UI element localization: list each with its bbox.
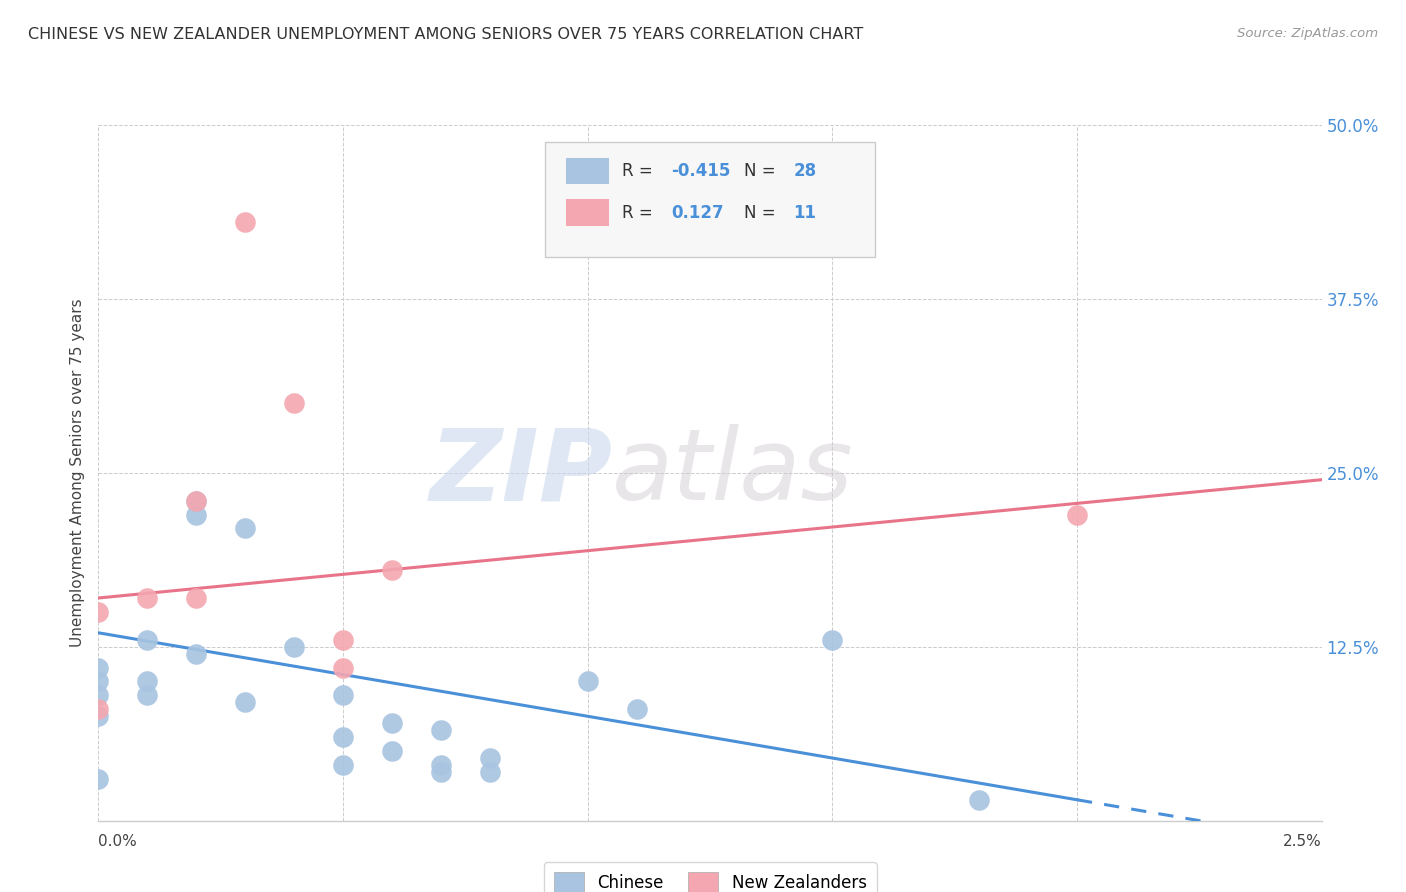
Point xyxy=(283,640,305,654)
Point xyxy=(381,563,404,577)
Point xyxy=(332,758,354,772)
Point xyxy=(478,764,501,779)
Point xyxy=(87,605,110,619)
Point xyxy=(381,744,404,758)
Point xyxy=(626,702,648,716)
Point xyxy=(136,591,159,605)
Point xyxy=(186,508,208,522)
Text: Source: ZipAtlas.com: Source: ZipAtlas.com xyxy=(1237,27,1378,40)
Point xyxy=(233,521,256,535)
Point xyxy=(186,591,208,605)
Text: -0.415: -0.415 xyxy=(671,161,730,180)
Point xyxy=(381,716,404,731)
Point xyxy=(233,695,256,709)
Text: 2.5%: 2.5% xyxy=(1282,834,1322,849)
Point xyxy=(332,689,354,703)
Text: 11: 11 xyxy=(793,203,817,221)
Point xyxy=(87,674,110,689)
Bar xyxy=(565,199,609,226)
Point xyxy=(821,632,844,647)
Point xyxy=(430,764,453,779)
Point xyxy=(87,709,110,723)
Point xyxy=(576,674,599,689)
Point xyxy=(87,660,110,674)
Text: atlas: atlas xyxy=(612,425,853,521)
Point xyxy=(87,702,110,716)
Text: ZIP: ZIP xyxy=(429,425,612,521)
Point xyxy=(1066,508,1088,522)
FancyBboxPatch shape xyxy=(546,142,875,257)
Point xyxy=(430,723,453,738)
Point xyxy=(136,632,159,647)
Text: 0.127: 0.127 xyxy=(671,203,724,221)
Point xyxy=(283,396,305,410)
Point xyxy=(136,689,159,703)
Text: R =: R = xyxy=(621,203,658,221)
Legend: Chinese, New Zealanders: Chinese, New Zealanders xyxy=(544,863,876,892)
Bar xyxy=(565,158,609,184)
Point xyxy=(430,758,453,772)
Point xyxy=(332,730,354,744)
Point xyxy=(87,689,110,703)
Text: CHINESE VS NEW ZEALANDER UNEMPLOYMENT AMONG SENIORS OVER 75 YEARS CORRELATION CH: CHINESE VS NEW ZEALANDER UNEMPLOYMENT AM… xyxy=(28,27,863,42)
Text: R =: R = xyxy=(621,161,658,180)
Text: N =: N = xyxy=(744,161,782,180)
Point xyxy=(186,493,208,508)
Point xyxy=(967,793,990,807)
Point xyxy=(332,660,354,674)
Point xyxy=(186,493,208,508)
Y-axis label: Unemployment Among Seniors over 75 years: Unemployment Among Seniors over 75 years xyxy=(69,299,84,647)
Point xyxy=(233,215,256,229)
Point xyxy=(136,674,159,689)
Text: 0.0%: 0.0% xyxy=(98,834,138,849)
Point xyxy=(87,772,110,786)
Point xyxy=(332,632,354,647)
Point xyxy=(478,751,501,765)
Text: 28: 28 xyxy=(793,161,817,180)
Text: N =: N = xyxy=(744,203,782,221)
Point xyxy=(186,647,208,661)
